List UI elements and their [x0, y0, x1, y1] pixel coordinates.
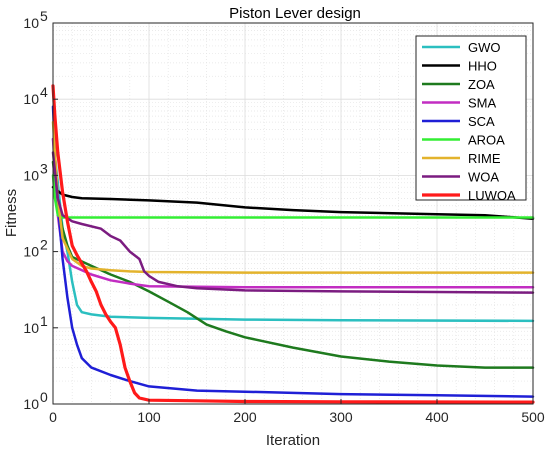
x-tick-label: 400	[425, 409, 449, 425]
x-tick-label: 100	[137, 409, 161, 425]
legend-label-woa: WOA	[468, 170, 499, 185]
legend-label-zoa: ZOA	[468, 77, 495, 92]
y-tick-exponent: 4	[40, 84, 48, 100]
legend-label-rime: RIME	[468, 151, 501, 166]
y-axis-label: Fitness	[3, 189, 20, 237]
series-line-woa	[51, 151, 535, 294]
legend: GWO HHO ZOA SMA SCA AROA RIME WOA LUWOA	[415, 35, 527, 203]
y-tick-label: 10	[23, 320, 39, 336]
y-tick-exponent: 0	[40, 389, 48, 405]
series-line-aroa	[51, 174, 535, 219]
y-tick-label: 10	[23, 244, 39, 260]
legend-label-luwoa: LUWOA	[468, 188, 516, 203]
legend-label-aroa: AROA	[468, 133, 505, 148]
x-axis-label: Iteration	[266, 432, 320, 449]
x-tick-label: 0	[49, 409, 57, 425]
legend-label-sca: SCA	[468, 114, 495, 129]
series-line-hho	[51, 185, 535, 220]
x-tick-label: 300	[329, 409, 353, 425]
y-tick-exponent: 1	[40, 313, 48, 329]
x-tick-label: 200	[233, 409, 257, 425]
y-tick-label: 10	[23, 396, 39, 412]
series-line-sca	[51, 105, 535, 398]
legend-label-sma: SMA	[468, 96, 497, 111]
y-tick-exponent: 2	[40, 237, 48, 253]
x-ticks: 0 100 200 300 400 500	[49, 399, 545, 425]
x-tick-label: 500	[521, 409, 545, 425]
legend-label-hho: HHO	[468, 59, 497, 74]
chart-title: Piston Lever design	[229, 5, 361, 22]
legend-box	[415, 35, 527, 201]
y-tick-exponent: 5	[40, 8, 48, 24]
plot-frame	[52, 22, 534, 405]
legend-label-gwo: GWO	[468, 40, 501, 55]
series-line-rime	[51, 120, 535, 274]
y-tick-label: 10	[23, 91, 39, 107]
y-tick-label: 10	[23, 15, 39, 31]
y-tick-exponent: 3	[40, 160, 48, 176]
y-tick-label: 10	[23, 167, 39, 183]
